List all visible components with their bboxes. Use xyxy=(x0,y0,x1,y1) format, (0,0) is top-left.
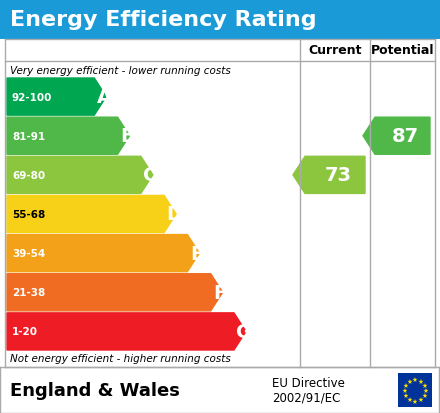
Polygon shape xyxy=(7,118,129,155)
Text: ★: ★ xyxy=(403,382,409,388)
Text: ★: ★ xyxy=(421,382,427,388)
Text: F: F xyxy=(213,283,226,302)
Text: ★: ★ xyxy=(412,398,418,404)
Text: ★: ★ xyxy=(412,377,418,382)
Text: 87: 87 xyxy=(392,127,419,146)
Text: D: D xyxy=(166,205,183,224)
Text: ★: ★ xyxy=(407,378,413,384)
Polygon shape xyxy=(293,157,365,194)
Text: 81-91: 81-91 xyxy=(12,131,45,141)
Text: England & Wales: England & Wales xyxy=(10,381,180,399)
Text: EU Directive: EU Directive xyxy=(272,377,345,389)
Text: ★: ★ xyxy=(421,392,427,398)
Text: ★: ★ xyxy=(417,396,423,402)
Text: 73: 73 xyxy=(324,166,352,185)
Polygon shape xyxy=(7,79,106,116)
Text: G: G xyxy=(236,322,253,341)
Text: 39-54: 39-54 xyxy=(12,249,45,259)
Text: ★: ★ xyxy=(401,387,407,393)
Bar xyxy=(0,367,440,413)
Text: 21-38: 21-38 xyxy=(12,287,45,297)
Polygon shape xyxy=(7,235,199,272)
Text: Very energy efficient - lower running costs: Very energy efficient - lower running co… xyxy=(10,66,231,76)
Text: C: C xyxy=(143,166,158,185)
Text: 92-100: 92-100 xyxy=(12,93,52,102)
Polygon shape xyxy=(7,157,153,194)
Bar xyxy=(0,0,440,40)
Text: Potential: Potential xyxy=(371,44,434,57)
Text: ★: ★ xyxy=(422,387,429,393)
Text: ★: ★ xyxy=(403,392,409,398)
Polygon shape xyxy=(7,274,223,311)
Text: 2002/91/EC: 2002/91/EC xyxy=(272,391,341,404)
Bar xyxy=(398,373,432,407)
Text: ★: ★ xyxy=(407,396,413,402)
Polygon shape xyxy=(7,196,176,233)
Text: 69-80: 69-80 xyxy=(12,171,45,180)
Text: E: E xyxy=(190,244,203,263)
Text: Current: Current xyxy=(308,44,362,57)
Text: 55-68: 55-68 xyxy=(12,209,45,219)
Polygon shape xyxy=(7,313,246,350)
Text: A: A xyxy=(97,88,112,107)
Text: B: B xyxy=(120,127,135,146)
Text: ★: ★ xyxy=(417,378,423,384)
Text: 1-20: 1-20 xyxy=(12,327,38,337)
Polygon shape xyxy=(363,118,430,155)
Text: Energy Efficiency Rating: Energy Efficiency Rating xyxy=(10,10,317,30)
Text: Not energy efficient - higher running costs: Not energy efficient - higher running co… xyxy=(10,353,231,363)
